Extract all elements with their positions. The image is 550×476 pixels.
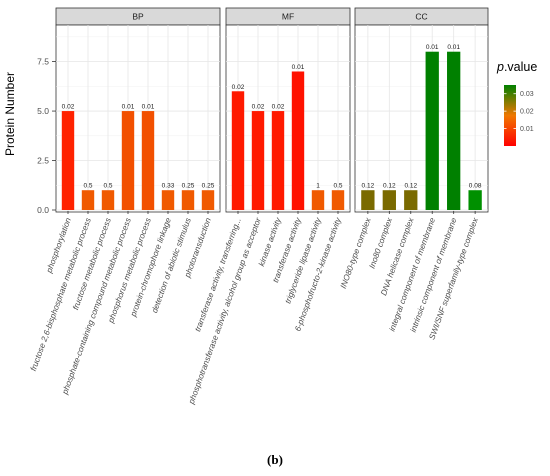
y-tick-label: 0.0 (37, 205, 49, 215)
bar-data-label: 0.01 (447, 44, 460, 51)
bar-data-label: 0.01 (142, 104, 155, 111)
plot-area: 0.02.55.07.5BP0.02phosphorylation0.5fruc… (29, 7, 489, 406)
legend-tick-label: 0.02 (520, 109, 534, 116)
y-tick-label: 2.5 (37, 156, 49, 166)
bar-data-label: 0.01 (292, 64, 305, 71)
bar-data-label: 0.5 (103, 183, 112, 190)
bar-data-label: 1 (316, 183, 320, 190)
bar-cc-5 (468, 190, 482, 210)
figure-caption: (b) (267, 452, 283, 467)
bar-data-label: 0.5 (333, 183, 342, 190)
legend-tick-label: 0.01 (520, 126, 534, 133)
y-tick-label: 5.0 (37, 106, 49, 116)
bar-bp-7 (201, 190, 215, 210)
facet-strip-label: BP (132, 12, 144, 22)
bar-data-label: 0.02 (62, 104, 75, 111)
bar-data-label: 0.08 (469, 183, 482, 190)
bar-cc-3 (425, 51, 439, 210)
bar-data-label: 0.01 (426, 44, 439, 51)
bar-mf-3 (291, 71, 305, 210)
y-axis-label: Protein Number (3, 72, 17, 156)
bar-cc-4 (447, 51, 461, 210)
bar-bp-3 (121, 111, 135, 210)
legend-title: p.value (496, 60, 537, 74)
legend-title-italic: p (496, 60, 504, 74)
legend-title-rest: .value (504, 60, 537, 74)
facet-strip-label: CC (415, 12, 427, 22)
bar-data-label: 0.01 (122, 104, 135, 111)
bar-data-label: 0.25 (182, 183, 195, 190)
pvalue-legend: p.value 0.03 0.02 0.01 (496, 60, 537, 146)
bar-data-label: 0.02 (272, 104, 285, 111)
facet-strip-label: MF (282, 12, 294, 22)
bar-bp-1 (81, 190, 95, 210)
bar-data-label: 0.12 (362, 183, 375, 190)
facet-panel (354, 24, 489, 213)
bar-bp-0 (61, 111, 75, 210)
bar-bp-2 (101, 190, 115, 210)
bar-data-label: 0.33 (162, 183, 175, 190)
bar-mf-4 (311, 190, 325, 210)
facet-panel (55, 24, 221, 213)
bar-data-label: 0.12 (404, 183, 417, 190)
legend-colorbar (504, 85, 516, 146)
legend-tick-label: 0.03 (520, 91, 534, 98)
bar-mf-0 (231, 91, 245, 210)
bar-data-label: 0.5 (83, 183, 92, 190)
bar-mf-5 (331, 190, 345, 210)
bar-cc-2 (404, 190, 418, 210)
x-tick-label: INO80-type complex (339, 216, 373, 290)
y-tick-label: 7.5 (37, 57, 49, 67)
bar-cc-0 (361, 190, 375, 210)
bar-cc-1 (382, 190, 396, 210)
facet-panel (225, 24, 351, 213)
bar-data-label: 0.02 (232, 84, 245, 91)
bar-data-label: 0.25 (202, 183, 215, 190)
bar-bp-4 (141, 111, 155, 210)
bar-mf-2 (271, 111, 285, 210)
bar-data-label: 0.12 (383, 183, 396, 190)
bar-mf-1 (251, 111, 265, 210)
bar-bp-5 (161, 190, 175, 210)
bar-data-label: 0.02 (252, 104, 265, 111)
bar-bp-6 (181, 190, 195, 210)
